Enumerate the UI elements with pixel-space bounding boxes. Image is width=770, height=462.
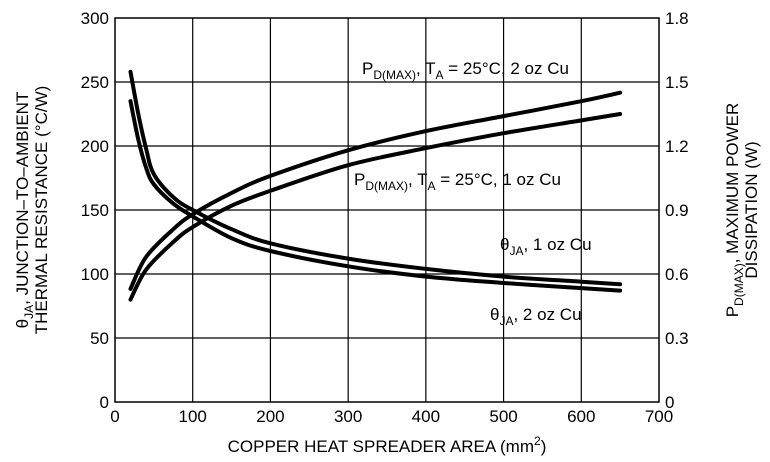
series-lines [128, 69, 623, 302]
y-right-tick-label: 0 [665, 393, 674, 412]
svg-text:DISSIPATION (W): DISSIPATION (W) [742, 141, 761, 278]
y-left-tick-label: 200 [81, 137, 109, 156]
y-right-axis-title: PD(MAX), MAXIMUM POWER DISSIPATION (W) [723, 103, 761, 318]
y-right-tick-label: 1.5 [665, 73, 689, 92]
annotation-theta-2oz: θJA, 2 oz Cu [490, 305, 582, 328]
y-left-tick-labels: 0 50 100 150 200 250 300 [81, 9, 109, 412]
svg-text:THERMAL RESISTANCE (°C/W): THERMAL RESISTANCE (°C/W) [32, 86, 51, 335]
y-right-tick-label: 0.9 [665, 201, 689, 220]
annotation-pd-1oz: PD(MAX), TA = 25°C, 1 oz Cu [354, 170, 561, 193]
annotation-pd-2oz: PD(MAX), TA = 25°C, 2 oz Cu [362, 59, 569, 82]
y-right-tick-label: 1.8 [665, 9, 689, 28]
grid [115, 18, 659, 402]
svg-text:PD(MAX), MAXIMUM POWER: PD(MAX), MAXIMUM POWER [723, 103, 746, 318]
y-right-tick-labels: 0 0.3 0.6 0.9 1.2 1.5 1.8 [665, 9, 689, 412]
y-right-tick-label: 0.6 [665, 265, 689, 284]
x-tick-label: 200 [256, 407, 284, 426]
y-left-tick-label: 100 [81, 265, 109, 284]
x-tick-label: 0 [110, 407, 119, 426]
x-tick-label: 500 [489, 407, 517, 426]
plot-frame [114, 17, 660, 403]
y-left-tick-label: 0 [100, 393, 109, 412]
x-tick-label: 600 [567, 407, 595, 426]
y-left-tick-label: 300 [81, 9, 109, 28]
annotation-theta-1oz: θJA, 1 oz Cu [500, 235, 592, 258]
series-line-1 [128, 69, 623, 287]
x-tick-label: 300 [334, 407, 362, 426]
x-tick-label: 100 [179, 407, 207, 426]
y-left-tick-label: 150 [81, 201, 109, 220]
svg-text:θJA, JUNCTION–TO–AMBIENT: θJA, JUNCTION–TO–AMBIENT [13, 92, 36, 329]
y-left-tick-label: 250 [81, 73, 109, 92]
series-line-3 [128, 90, 623, 291]
x-tick-label: 400 [412, 407, 440, 426]
y-right-tick-label: 1.2 [665, 137, 689, 156]
y-left-tick-label: 50 [90, 329, 109, 348]
series-line-2 [128, 99, 623, 293]
y-right-tick-label: 0.3 [665, 329, 689, 348]
series-line-4 [128, 112, 623, 302]
y-left-axis-title: θJA, JUNCTION–TO–AMBIENT THERMAL RESISTA… [13, 86, 51, 335]
x-tick-labels: 0 100 200 300 400 500 600 700 [110, 407, 673, 426]
x-axis-title: COPPER HEAT SPREADER AREA (mm2) [228, 434, 547, 456]
x-tick-label: 700 [645, 407, 673, 426]
